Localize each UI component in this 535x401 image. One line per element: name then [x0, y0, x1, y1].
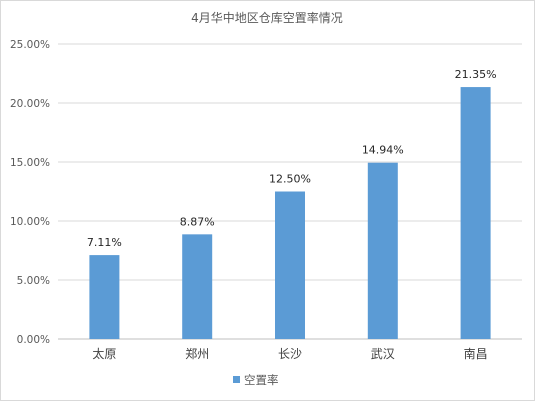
data-labels: 7.11% 8.87% 12.50% 14.94% 21.35%: [87, 68, 497, 249]
bar: [367, 162, 398, 339]
x-tick-label: 武汉: [371, 347, 395, 361]
x-tick-label: 南昌: [464, 346, 488, 361]
bar: [460, 87, 491, 339]
y-tick-label: 20.00%: [10, 98, 50, 110]
data-label: 7.11%: [87, 236, 122, 249]
bars: [89, 87, 491, 339]
x-tick-label: 郑州: [185, 346, 209, 361]
y-axis-tick-labels: 0.00% 5.00% 10.00% 15.00% 20.00% 25.00%: [10, 39, 50, 346]
y-tick-label: 15.00%: [10, 157, 50, 169]
data-label: 12.50%: [269, 173, 311, 186]
legend-label: 空置率: [244, 373, 279, 387]
legend: 空置率: [233, 373, 279, 387]
data-label: 8.87%: [180, 215, 215, 228]
y-tick-label: 5.00%: [17, 275, 50, 287]
bar: [89, 255, 120, 339]
data-label: 14.94%: [362, 144, 404, 157]
y-tick-label: 0.00%: [17, 334, 50, 346]
chart-title: 4月华中地区仓库空置率情况: [191, 10, 343, 25]
y-tick-label: 25.00%: [10, 39, 50, 51]
x-axis-category-labels: 太原 郑州 长沙 武汉 南昌: [92, 346, 487, 361]
x-tick-label: 太原: [92, 346, 116, 361]
legend-swatch: [233, 376, 240, 383]
x-tick-label: 长沙: [278, 347, 302, 361]
bar: [275, 191, 305, 339]
y-tick-label: 10.00%: [10, 216, 50, 228]
bar: [182, 234, 213, 339]
data-label: 21.35%: [455, 68, 497, 81]
